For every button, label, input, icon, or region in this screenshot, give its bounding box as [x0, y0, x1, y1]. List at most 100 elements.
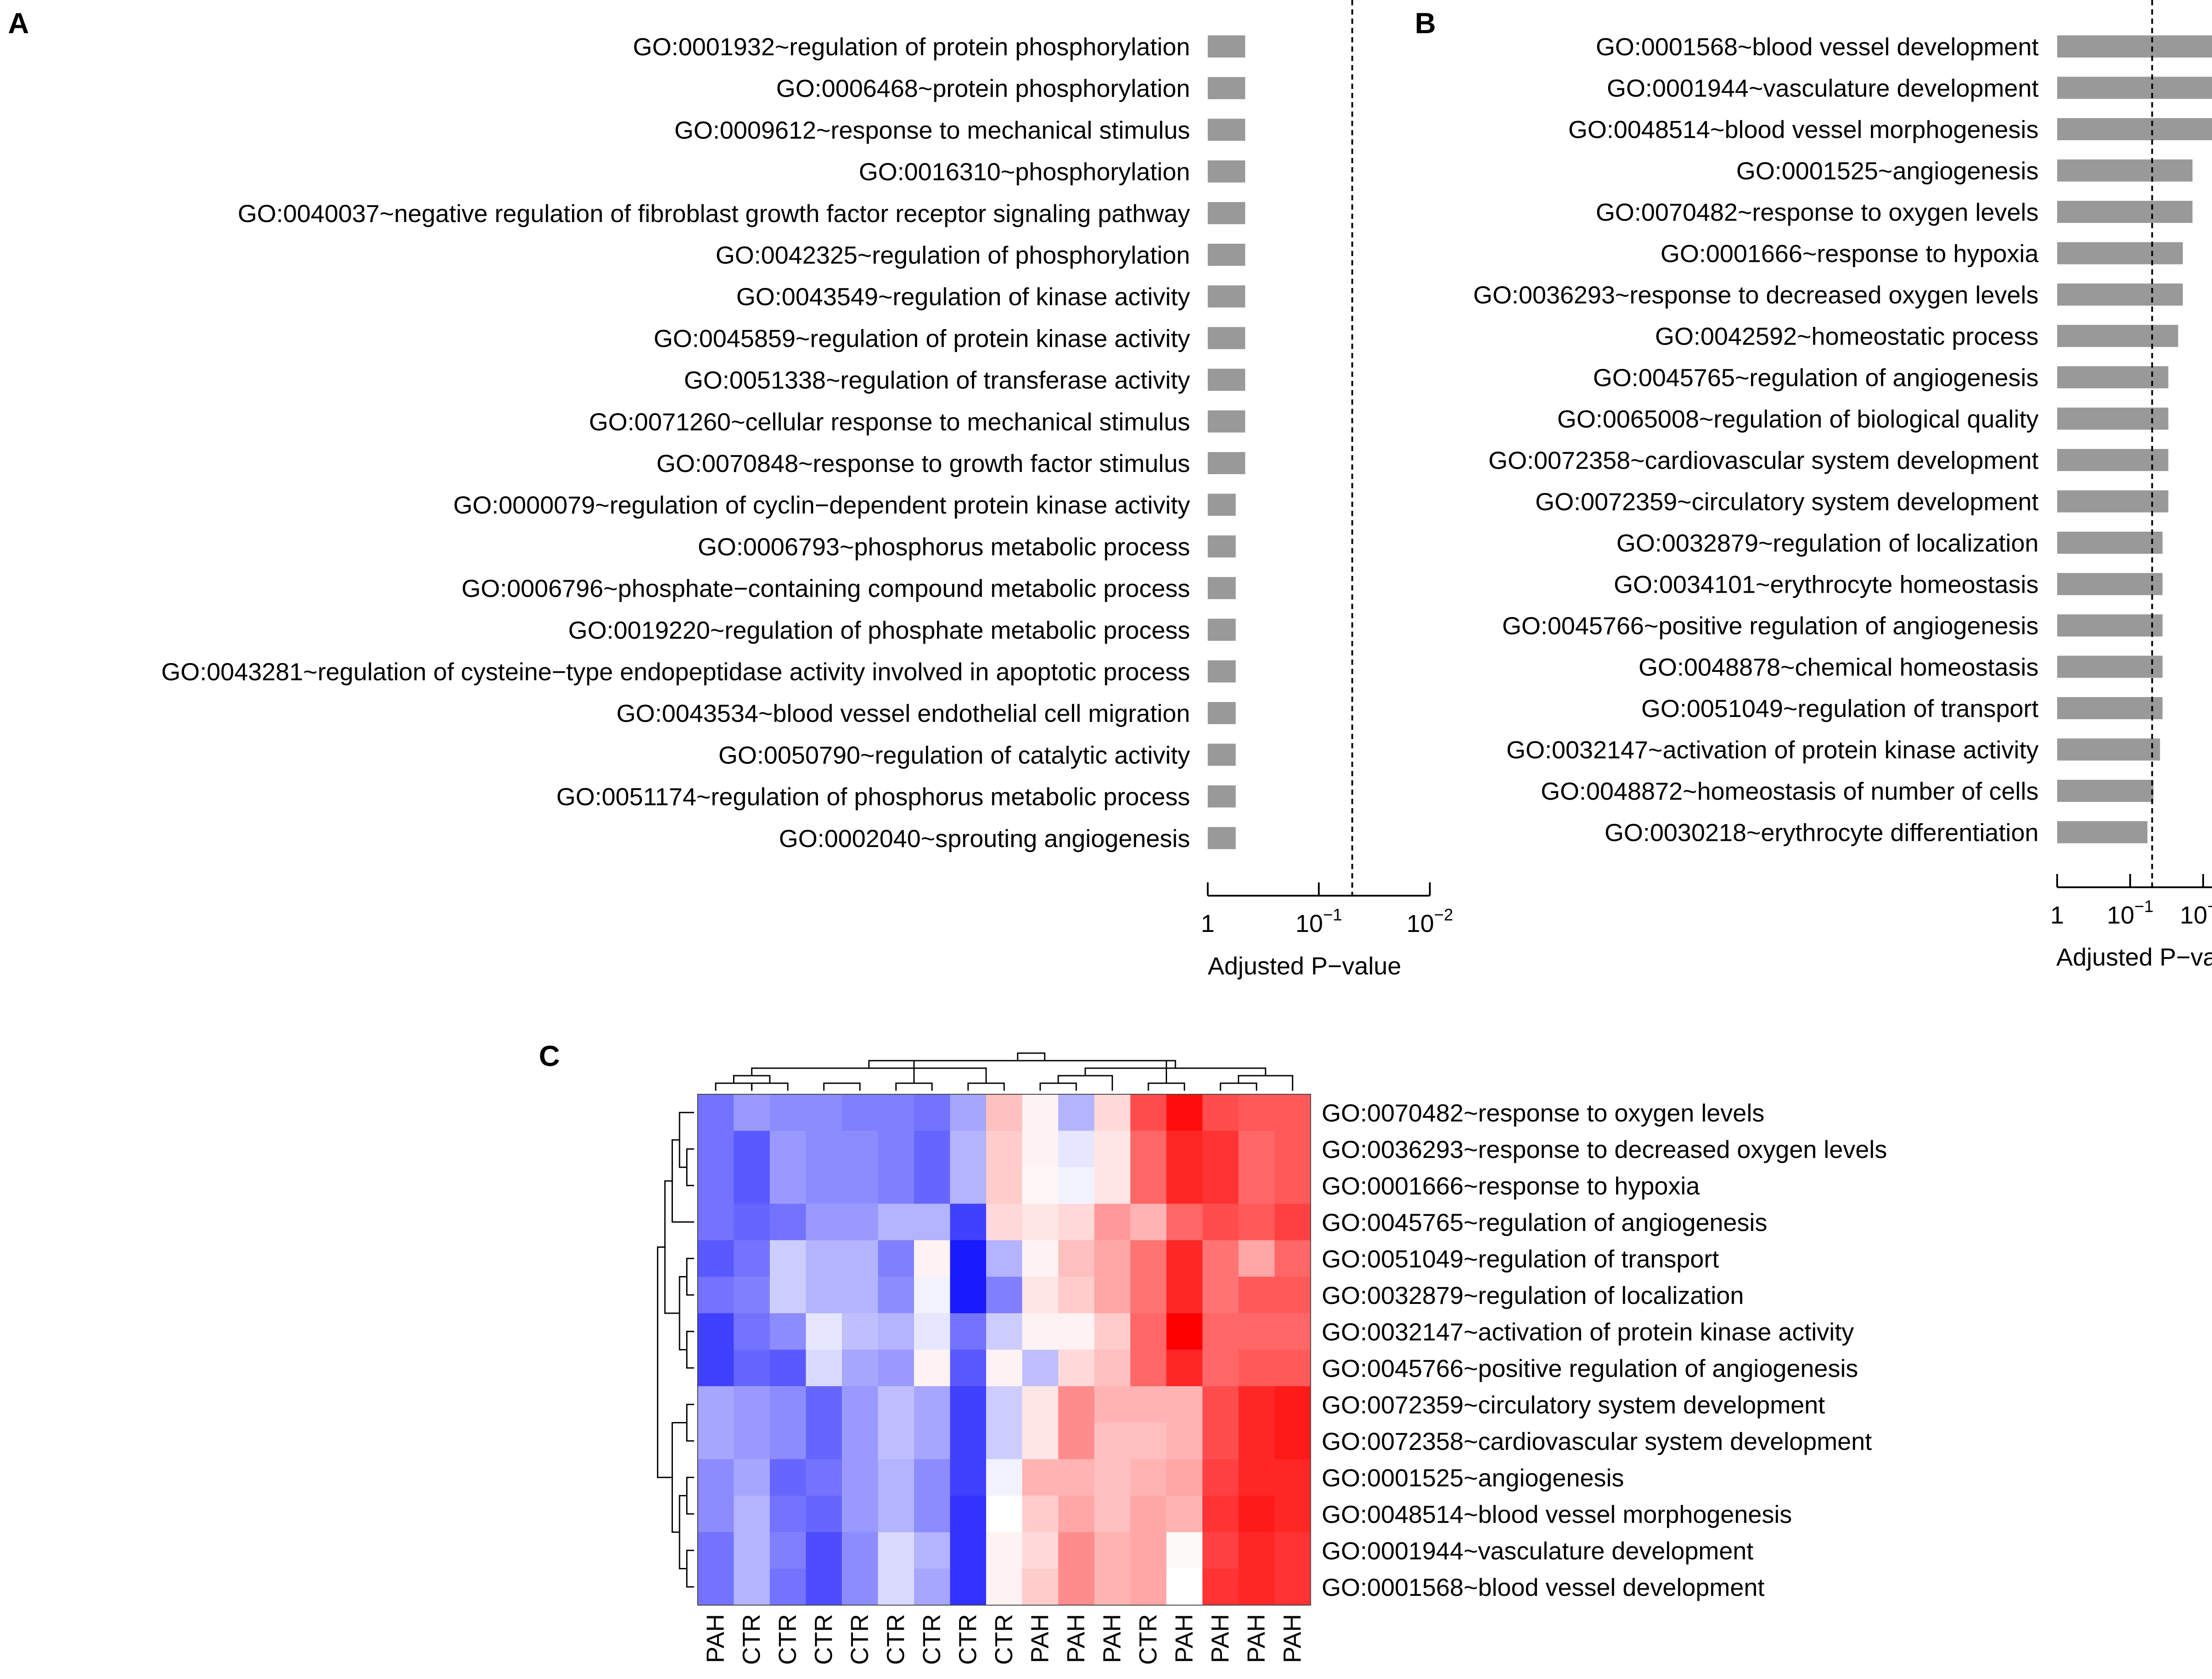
heatmap-cell — [770, 1204, 806, 1241]
category-label: GO:0048878~chemical homeostasis — [1639, 653, 2039, 681]
heatmap-column-label: PAH — [1278, 1614, 1306, 1663]
heatmap-cell — [770, 1240, 806, 1277]
heatmap-cell — [806, 1240, 842, 1277]
bar — [2057, 490, 2169, 513]
bar — [1208, 535, 1236, 558]
x-tick-base: 1 — [1201, 909, 1214, 937]
heatmap-cell — [1022, 1131, 1059, 1168]
heatmap-cell — [1166, 1313, 1203, 1350]
heatmap-column-label: PAH — [1206, 1614, 1234, 1663]
heatmap-cell — [770, 1131, 806, 1168]
panel-b: B GO:0001568~blood vessel developmentGO:… — [1415, 0, 2212, 971]
heatmap-cell — [1058, 1349, 1095, 1387]
heatmap-cell — [842, 1349, 879, 1387]
panel-a: A GO:0001932~regulation of protein phosp… — [8, 0, 1453, 980]
heatmap-cells — [697, 1094, 1311, 1606]
heatmap-cell — [914, 1568, 951, 1606]
heatmap-cell — [733, 1495, 770, 1533]
category-label: GO:0065008~regulation of biological qual… — [1557, 405, 2039, 433]
category-label: GO:0032147~activation of protein kinase … — [1506, 736, 2039, 764]
heatmap-cell — [806, 1313, 842, 1350]
heatmap-column-labels: PAH CTR CTR CTR CTR CTR CTR CTR CTR PAH PAH PAH CTR P… — [701, 1614, 1306, 1665]
heatmap-cell — [842, 1313, 879, 1350]
bar — [2057, 821, 2148, 843]
heatmap-cell — [1238, 1167, 1275, 1204]
heatmap-cell — [986, 1167, 1023, 1204]
heatmap-cell — [806, 1167, 842, 1204]
heatmap-row-label: GO:0051049~regulation of transport — [1322, 1245, 1720, 1273]
heatmap-column-label: CTR — [1134, 1614, 1162, 1665]
heatmap-cell — [1130, 1568, 1167, 1606]
heatmap-cell — [1022, 1313, 1059, 1350]
dendrogram-branch — [686, 1403, 694, 1442]
heatmap-cell — [878, 1204, 914, 1241]
heatmap-cell — [1094, 1240, 1131, 1277]
heatmap-column-label: CTR — [953, 1614, 981, 1665]
bar — [1208, 494, 1236, 516]
heatmap-cell — [733, 1131, 770, 1168]
heatmap-cell — [950, 1094, 987, 1131]
heatmap-cell — [878, 1167, 914, 1204]
panel-letter-a: A — [8, 7, 29, 39]
heatmap-cell — [1094, 1131, 1131, 1168]
heatmap-cell — [950, 1313, 987, 1350]
heatmap-cell — [733, 1204, 770, 1241]
heatmap-cell — [770, 1094, 806, 1131]
heatmap-column-label: CTR — [918, 1614, 945, 1665]
heatmap-cell — [1275, 1276, 1311, 1314]
category-label: GO:0036293~response to decreased oxygen … — [1473, 281, 2039, 309]
heatmap-cell — [986, 1495, 1023, 1533]
heatmap-column-label: CTR — [845, 1614, 873, 1665]
heatmap-row-label: GO:0072358~cardiovascular system develop… — [1322, 1427, 1872, 1455]
bar — [2057, 201, 2193, 223]
heatmap-cell — [1022, 1532, 1059, 1569]
panel-a-bars — [1208, 35, 1245, 849]
heatmap-cell — [770, 1459, 806, 1496]
heatmap-cell — [698, 1459, 734, 1496]
x-tick-exponent: −1 — [1323, 906, 1342, 924]
bar — [1208, 77, 1245, 100]
heatmap-cell — [950, 1422, 987, 1460]
bar — [2057, 780, 2154, 802]
heatmap-cell — [1275, 1131, 1311, 1168]
bar — [1208, 785, 1236, 808]
bar — [2057, 532, 2163, 554]
heatmap-cell — [878, 1495, 914, 1533]
dendrogram-branch — [895, 1082, 933, 1091]
heatmap-cell — [1202, 1532, 1239, 1569]
category-label: GO:0002040~sprouting angiogenesis — [779, 824, 1190, 852]
heatmap-cell — [1130, 1349, 1167, 1387]
category-label: GO:0072359~circulatory system developmen… — [1535, 488, 2039, 516]
heatmap-cell — [914, 1459, 951, 1496]
dendrogram-branch — [823, 1082, 861, 1091]
heatmap-cell — [1130, 1532, 1167, 1569]
dendrogram-branch — [686, 1257, 694, 1296]
heatmap-cell — [1166, 1167, 1203, 1204]
heatmap-cell — [1058, 1532, 1095, 1569]
heatmap-cell — [1166, 1422, 1203, 1460]
heatmap-cell — [1202, 1240, 1239, 1277]
heatmap-cell — [698, 1568, 734, 1606]
heatmap-column-label: CTR — [737, 1614, 765, 1665]
heatmap-cell — [842, 1495, 879, 1533]
heatmap-cell — [698, 1349, 734, 1387]
panel-letter-c: C — [539, 1039, 560, 1072]
heatmap-cell — [1058, 1276, 1095, 1314]
dendrogram-branch — [1017, 1052, 1045, 1061]
heatmap-cell — [1130, 1422, 1167, 1460]
heatmap-cell — [1130, 1495, 1167, 1533]
heatmap-cell — [1275, 1568, 1311, 1606]
heatmap-cell — [1166, 1131, 1203, 1168]
category-label: GO:0001666~response to hypoxia — [1660, 240, 2039, 268]
heatmap-cell — [1166, 1495, 1203, 1533]
heatmap-cell — [1202, 1495, 1239, 1533]
heatmap-cell — [770, 1568, 806, 1606]
heatmap-cell — [806, 1532, 842, 1569]
heatmap-cell — [842, 1240, 879, 1277]
heatmap-cell — [1275, 1422, 1311, 1460]
bar — [1208, 702, 1236, 724]
category-label: GO:0043534~blood vessel endothelial cell… — [616, 699, 1190, 727]
heatmap-cell — [950, 1131, 987, 1168]
dendrogram-branch — [1039, 1082, 1077, 1091]
heatmap-cell — [806, 1459, 842, 1496]
